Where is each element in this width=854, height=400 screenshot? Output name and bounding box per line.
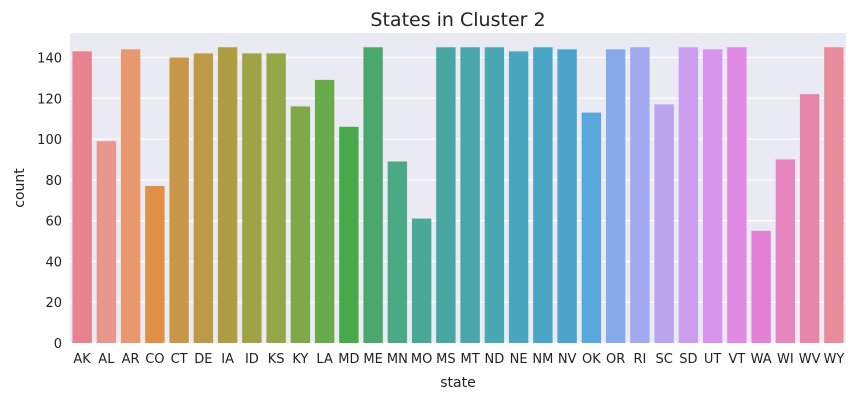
bar-nm bbox=[533, 47, 553, 344]
x-tick-labels: AK AL AR CO CT DE IA ID KS KY LA MD ME MN MO MS MT ND NE NM… bbox=[73, 352, 844, 367]
x-tick-label: CO bbox=[145, 352, 164, 367]
bar-ut bbox=[702, 49, 723, 343]
x-tick-label: WV bbox=[799, 352, 821, 367]
bar-ia bbox=[217, 47, 238, 344]
y-axis-label: count bbox=[12, 168, 28, 208]
bar-de bbox=[193, 53, 214, 343]
bar-sc bbox=[654, 104, 674, 343]
x-tick-label: MN bbox=[387, 352, 408, 367]
bar-ri bbox=[630, 47, 650, 344]
x-tick-label: RI bbox=[633, 352, 646, 367]
bar-ar bbox=[120, 49, 141, 343]
bar-mo bbox=[411, 218, 432, 343]
bar-ak bbox=[72, 51, 92, 344]
bar-wv bbox=[799, 94, 820, 344]
bar-ks bbox=[266, 53, 286, 343]
x-tick-label: MO bbox=[411, 352, 432, 367]
y-tick-label: 20 bbox=[45, 296, 62, 311]
chart-title: States in Cluster 2 bbox=[370, 9, 545, 31]
y-tick-label: 100 bbox=[37, 133, 62, 148]
bar-nd bbox=[484, 47, 505, 344]
x-tick-label: VT bbox=[728, 352, 745, 367]
x-tick-label: SC bbox=[655, 352, 672, 367]
x-tick-label: ND bbox=[485, 352, 505, 367]
y-tick-label: 140 bbox=[37, 51, 62, 66]
bar-md bbox=[339, 126, 359, 343]
y-tick-label: 60 bbox=[45, 215, 62, 230]
y-tick-label: 0 bbox=[54, 337, 62, 352]
bar-ct bbox=[169, 57, 189, 343]
bar-co bbox=[145, 185, 165, 343]
x-tick-label: OR bbox=[606, 352, 625, 367]
x-tick-label: MD bbox=[338, 352, 359, 367]
x-tick-label: NE bbox=[510, 352, 528, 367]
bar-wy bbox=[824, 47, 844, 344]
x-tick-label: NV bbox=[558, 352, 577, 367]
bar-ky bbox=[290, 106, 311, 343]
x-tick-label: ID bbox=[245, 352, 259, 367]
bar-wi bbox=[775, 159, 796, 343]
bars bbox=[72, 47, 844, 344]
x-tick-label: WI bbox=[777, 352, 794, 367]
bar-ok bbox=[581, 112, 602, 343]
bar-mt bbox=[460, 47, 480, 344]
x-tick-label: SD bbox=[679, 352, 697, 367]
bar-wa bbox=[751, 230, 771, 343]
x-tick-label: NM bbox=[532, 352, 553, 367]
bar-mn bbox=[387, 161, 408, 343]
x-tick-label: MS bbox=[436, 352, 455, 367]
x-tick-label: CT bbox=[171, 352, 188, 367]
x-tick-label: LA bbox=[316, 352, 333, 367]
x-tick-label: ME bbox=[363, 352, 382, 367]
y-tick-labels: 0 20 40 60 80 100 120 140 bbox=[37, 51, 62, 352]
y-tick-label: 40 bbox=[45, 255, 62, 270]
x-tick-label: DE bbox=[194, 352, 212, 367]
x-axis-label: state bbox=[440, 375, 475, 391]
x-tick-label: OK bbox=[582, 352, 601, 367]
x-tick-label: KY bbox=[292, 352, 308, 367]
x-tick-label: AL bbox=[98, 352, 115, 367]
y-tick-label: 120 bbox=[37, 92, 62, 107]
bar-ne bbox=[508, 51, 529, 344]
bar-sd bbox=[678, 47, 699, 344]
bar-nv bbox=[557, 49, 577, 343]
x-tick-label: MT bbox=[461, 352, 480, 367]
bar-ms bbox=[436, 47, 456, 344]
bar-al bbox=[96, 141, 117, 343]
x-tick-label: IA bbox=[221, 352, 234, 367]
bar-or bbox=[605, 49, 626, 343]
bar-vt bbox=[727, 47, 747, 344]
x-tick-label: UT bbox=[704, 352, 722, 367]
x-tick-label: AK bbox=[73, 352, 91, 367]
bar-id bbox=[242, 53, 262, 343]
x-tick-label: KS bbox=[268, 352, 285, 367]
bar-me bbox=[363, 47, 383, 344]
y-tick-label: 80 bbox=[45, 174, 62, 189]
x-tick-label: WA bbox=[751, 352, 772, 367]
x-tick-label: WY bbox=[823, 352, 844, 367]
bar-la bbox=[314, 79, 335, 343]
x-tick-label: AR bbox=[122, 352, 140, 367]
